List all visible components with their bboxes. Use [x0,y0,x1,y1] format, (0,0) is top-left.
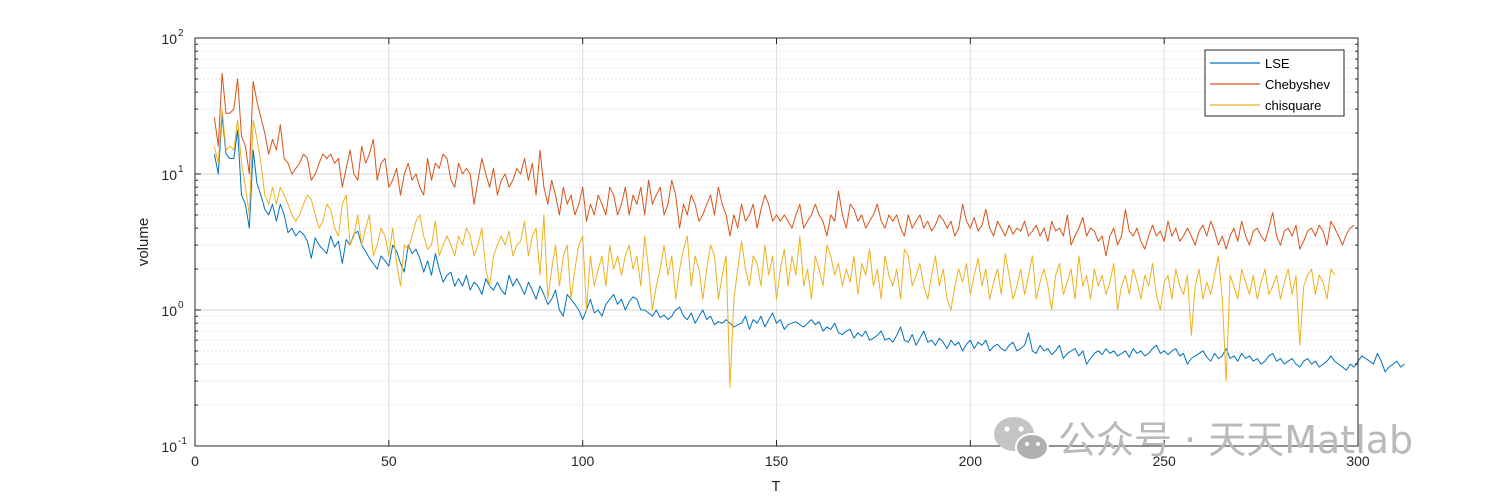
x-tick-label: 250 [1152,453,1176,469]
legend-label-lse: LSE [1265,56,1290,71]
x-tick-label: 200 [959,453,983,469]
x-tick-label: 100 [571,453,595,469]
x-tick-label: 150 [765,453,789,469]
y-tick-label: 10 -1 [161,436,187,455]
legend-label-chebyshev: Chebyshev [1265,77,1331,92]
y-tick-label: 10 1 [161,164,184,183]
legend-label-chisquare: chisquare [1265,98,1321,113]
y-tick-label-base: 10 [161,439,177,455]
series-layer [213,72,1405,388]
watermark: 公众号 · 天天Matlab [994,417,1413,462]
y-tick-label: 10 0 [161,300,184,319]
x-axis-label: T [771,478,780,495]
y-tick-label-base: 10 [161,167,177,183]
y-tick-label-base: 10 [161,303,177,319]
x-tick-label: 0 [191,453,199,469]
wechat-icon [994,417,1049,461]
y-tick-label-exponent: 1 [178,164,184,175]
x-tick-label: 300 [1346,453,1370,469]
series-line-chisquare [213,108,1336,388]
y-tick-label-base: 10 [161,31,177,47]
watermark-text: 公众号 · 天天Matlab [1058,418,1413,462]
axis-tick-marks [194,37,1359,447]
y-tick-label: 10 2 [161,28,184,47]
y-tick-label-exponent: -1 [178,436,187,447]
y-tick-label-exponent: 0 [178,300,184,311]
legend: LSE Chebyshev chisquare [1204,49,1345,117]
series-line-chebyshev [213,72,1355,257]
y-tick-label-exponent: 2 [178,28,184,39]
plot-area [194,37,1405,447]
series-line-lse [213,114,1405,373]
y-axis-label: volume [135,218,152,266]
x-tick-label: 50 [381,453,397,469]
x-axis-tick-labels: 0 50 100 150 200 250 300 [191,453,1370,469]
